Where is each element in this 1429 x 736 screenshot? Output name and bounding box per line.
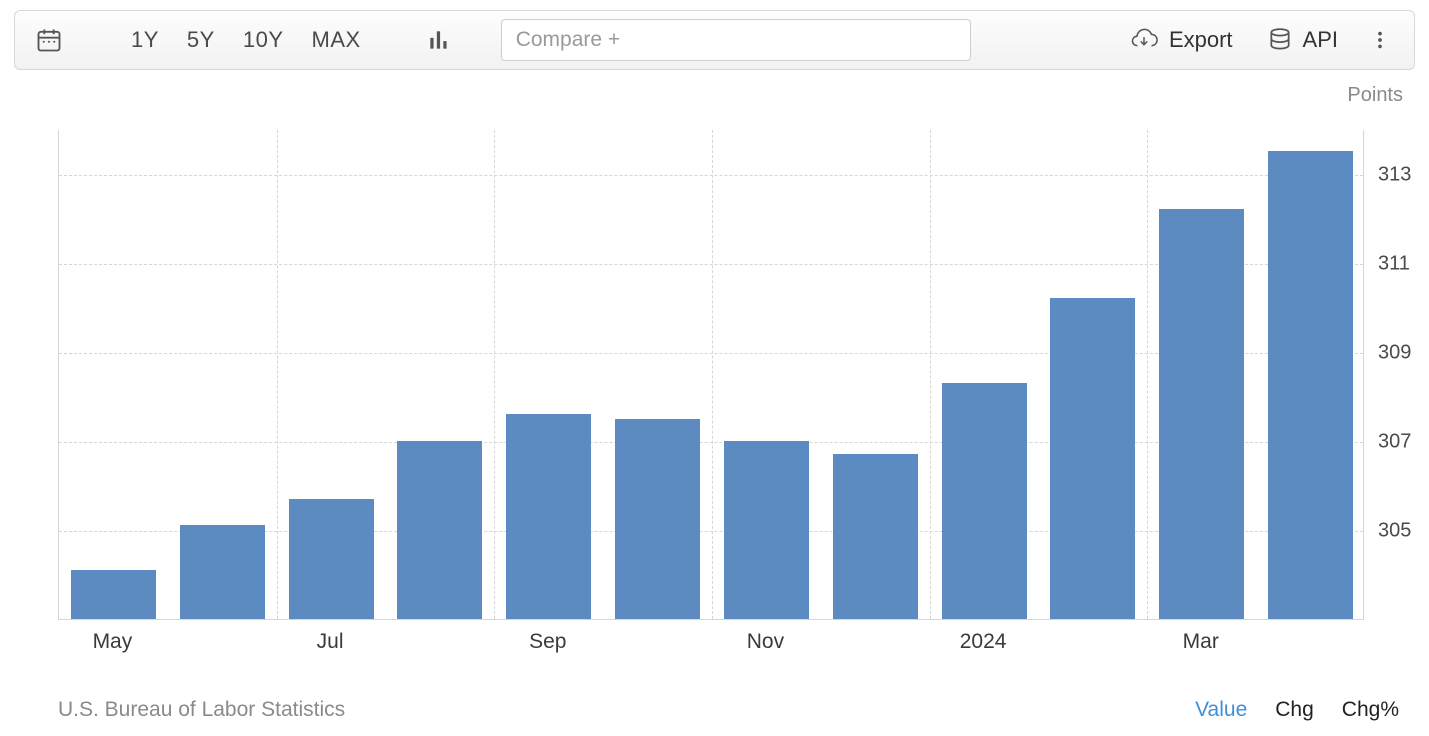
more-vertical-icon [1369,29,1391,51]
export-button[interactable]: Export [1115,21,1247,59]
x-tick-label: Sep [529,630,566,654]
bars-layer [59,130,1363,619]
time-range-10y[interactable]: 10Y [229,21,298,59]
y-tick-label: 305 [1378,519,1411,542]
data-source-label: U.S. Bureau of Labor Statistics [58,698,345,722]
time-range-max[interactable]: MAX [298,21,375,59]
bar[interactable] [397,441,482,619]
bar[interactable] [1050,298,1135,619]
bar[interactable] [724,441,809,619]
x-tick-label: 2024 [960,630,1007,654]
y-tick-label: 313 [1378,163,1411,186]
compare-input-wrap [501,19,971,61]
calendar-icon [35,26,63,54]
bar[interactable] [1159,209,1244,619]
bar-chart-icon [426,27,452,53]
api-label: API [1303,27,1338,53]
time-range-1y[interactable]: 1Y [117,21,173,59]
bar[interactable] [180,525,265,619]
y-tick-label: 307 [1378,430,1411,453]
x-tick-label: Jul [317,630,344,654]
date-picker-button[interactable] [27,18,71,62]
metric-tab-value[interactable]: Value [1195,698,1247,722]
cloud-download-icon [1129,28,1159,52]
bar[interactable] [942,383,1027,619]
metric-tab-chg[interactable]: Chg [1275,698,1314,722]
bar[interactable] [1268,151,1353,619]
more-menu-button[interactable] [1358,18,1402,62]
compare-input[interactable] [501,19,971,61]
api-button[interactable]: API [1253,21,1352,59]
time-range-group: 1Y5Y10YMAX [117,21,375,59]
bar[interactable] [71,570,156,619]
y-tick-label: 311 [1378,252,1410,275]
x-tick-label: May [93,630,133,654]
bar[interactable] [289,499,374,619]
export-label: Export [1169,27,1233,53]
y-axis-unit-label: Points [1347,84,1403,107]
toolbar: 1Y5Y10YMAX Export [14,10,1415,70]
x-tick-label: Nov [747,630,784,654]
database-icon [1267,27,1293,53]
bar[interactable] [615,419,700,619]
bar[interactable] [833,454,918,619]
time-range-5y[interactable]: 5Y [173,21,229,59]
x-tick-label: Mar [1183,630,1219,654]
chart-type-button[interactable] [417,18,461,62]
metric-tabs: Value Chg Chg% [1195,698,1399,722]
y-tick-label: 309 [1378,341,1411,364]
plot-area [58,130,1364,620]
bar[interactable] [506,414,591,619]
metric-tab-chgpct[interactable]: Chg% [1342,698,1399,722]
footer: U.S. Bureau of Labor Statistics Value Chg… [58,698,1399,722]
